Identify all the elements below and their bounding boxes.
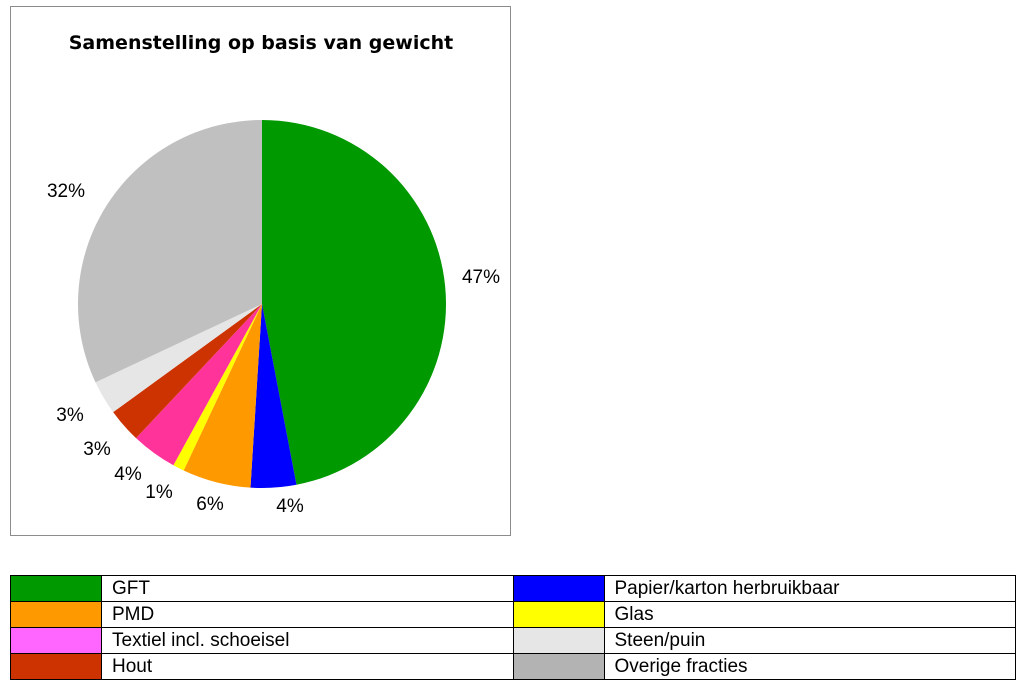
pie-slice-gft bbox=[262, 120, 446, 485]
pie-slice-overige-fracties bbox=[77, 120, 262, 383]
pie-slice-papier-karton-herbruikbaar bbox=[250, 304, 297, 489]
pie-slice-pmd bbox=[183, 304, 262, 488]
pie-data-label: 4% bbox=[276, 496, 304, 517]
legend-swatch bbox=[10, 601, 102, 628]
pie-slice-steen-puin bbox=[95, 304, 262, 413]
pie-data-label: 6% bbox=[196, 494, 224, 515]
legend-label: PMD bbox=[101, 601, 514, 628]
legend-swatch bbox=[10, 627, 102, 654]
pie-data-label: 3% bbox=[56, 405, 84, 426]
pie-slice-hout bbox=[113, 304, 262, 439]
pie-labels: 47%4%6%1%4%3%3%32% bbox=[47, 181, 500, 517]
pie-slice-glas bbox=[173, 304, 262, 471]
legend-swatch bbox=[512, 627, 605, 654]
legend-swatch bbox=[512, 601, 605, 628]
legend-swatch bbox=[10, 653, 102, 680]
legend-label: Steen/puin bbox=[603, 627, 1016, 654]
pie-chart: Samenstelling op basis van gewicht 47% 4%… bbox=[47, 32, 500, 517]
legend-label: Papier/karton herbruikbaar bbox=[603, 575, 1016, 602]
legend-row: Textiel incl. schoeisel Steen/puin bbox=[10, 627, 1016, 654]
legend-swatch bbox=[10, 575, 102, 602]
legend-swatch bbox=[512, 575, 605, 602]
legend-row: Hout Overige fracties bbox=[10, 653, 1016, 680]
legend-row: GFT Papier/karton herbruikbaar bbox=[10, 575, 1016, 602]
legend-swatch bbox=[512, 653, 605, 680]
pie-data-label: 1% bbox=[145, 482, 173, 503]
pie-data-label: 32% bbox=[47, 181, 85, 202]
legend-label: Hout bbox=[101, 653, 514, 680]
legend-table: GFT Papier/karton herbruikbaar PMD Glas Text… bbox=[10, 575, 1016, 680]
pie-data-label: 3% bbox=[83, 439, 111, 460]
pie-data-label: 47% bbox=[462, 267, 500, 288]
pie-slice-textiel-incl-schoeisel bbox=[136, 304, 262, 466]
pie-chart-panel: Samenstelling op basis van gewicht 47% 4%… bbox=[10, 6, 511, 536]
legend-row: PMD Glas bbox=[10, 601, 1016, 628]
legend-label: Overige fracties bbox=[603, 653, 1016, 680]
chart-title: Samenstelling op basis van gewicht bbox=[69, 32, 453, 54]
pie-data-label: 4% bbox=[114, 464, 142, 485]
legend-label: GFT bbox=[101, 575, 514, 602]
pie-slices bbox=[77, 120, 446, 489]
legend-label: Glas bbox=[603, 601, 1016, 628]
legend-label: Textiel incl. schoeisel bbox=[101, 627, 514, 654]
